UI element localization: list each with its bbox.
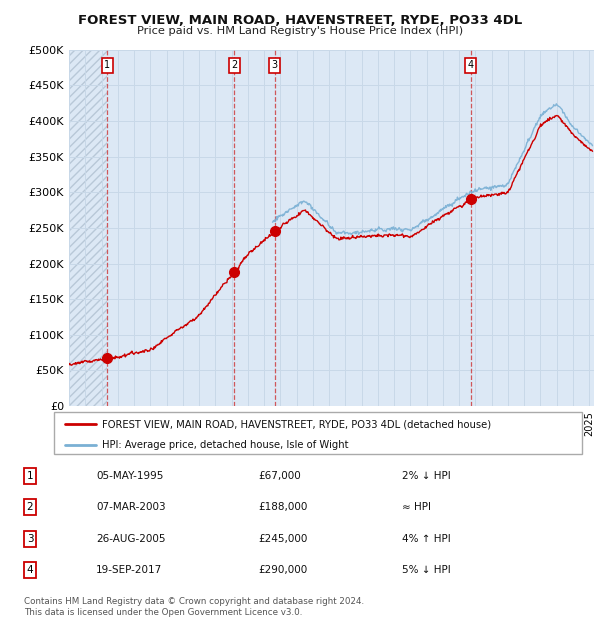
Text: £290,000: £290,000: [258, 565, 307, 575]
Text: 3: 3: [26, 534, 34, 544]
Text: FOREST VIEW, MAIN ROAD, HAVENSTREET, RYDE, PO33 4DL: FOREST VIEW, MAIN ROAD, HAVENSTREET, RYD…: [78, 14, 522, 27]
Text: 2: 2: [232, 60, 238, 70]
Text: 1: 1: [26, 471, 34, 480]
Text: ≈ HPI: ≈ HPI: [402, 502, 431, 512]
Text: 19-SEP-2017: 19-SEP-2017: [96, 565, 162, 575]
Text: 07-MAR-2003: 07-MAR-2003: [96, 502, 166, 512]
Text: Price paid vs. HM Land Registry's House Price Index (HPI): Price paid vs. HM Land Registry's House …: [137, 26, 463, 36]
Text: £67,000: £67,000: [258, 471, 301, 480]
Bar: [69, 50, 107, 406]
Text: HPI: Average price, detached house, Isle of Wight: HPI: Average price, detached house, Isle…: [101, 440, 348, 450]
Text: 26-AUG-2005: 26-AUG-2005: [96, 534, 166, 544]
Text: 3: 3: [272, 60, 278, 70]
Text: 2: 2: [26, 502, 34, 512]
Text: 05-MAY-1995: 05-MAY-1995: [96, 471, 163, 480]
Text: £188,000: £188,000: [258, 502, 307, 512]
Text: 2% ↓ HPI: 2% ↓ HPI: [402, 471, 451, 480]
Text: 4% ↑ HPI: 4% ↑ HPI: [402, 534, 451, 544]
Text: £245,000: £245,000: [258, 534, 307, 544]
Text: 4: 4: [468, 60, 474, 70]
Text: 5% ↓ HPI: 5% ↓ HPI: [402, 565, 451, 575]
Text: Contains HM Land Registry data © Crown copyright and database right 2024.
This d: Contains HM Land Registry data © Crown c…: [24, 598, 364, 617]
Text: 1: 1: [104, 60, 110, 70]
Text: 4: 4: [26, 565, 34, 575]
Text: FOREST VIEW, MAIN ROAD, HAVENSTREET, RYDE, PO33 4DL (detached house): FOREST VIEW, MAIN ROAD, HAVENSTREET, RYD…: [101, 419, 491, 429]
